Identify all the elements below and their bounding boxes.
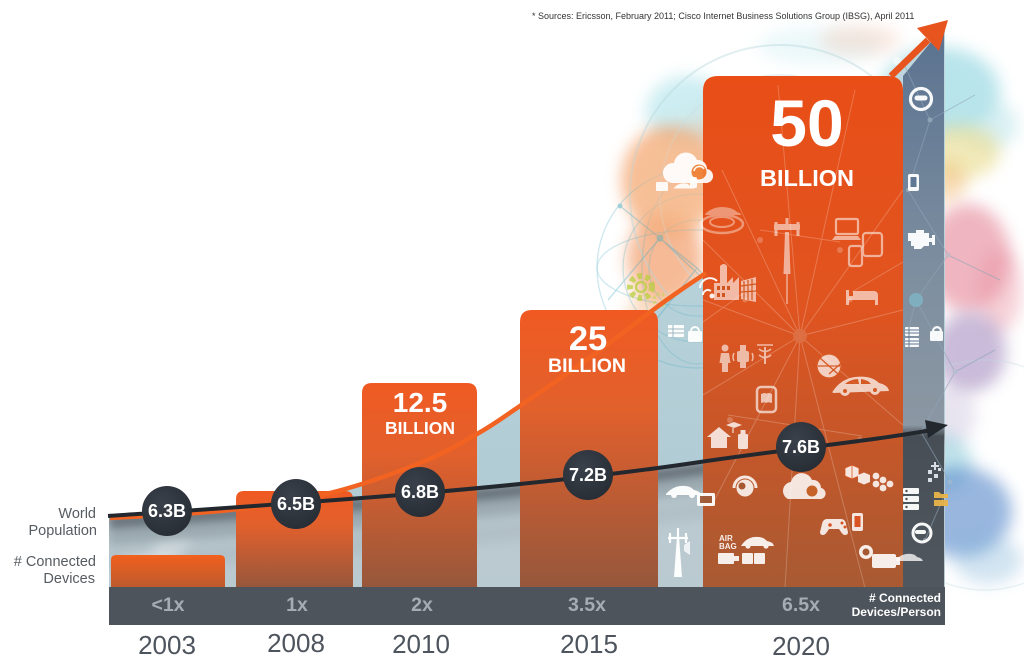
- svg-text:2x: 2x: [411, 594, 433, 616]
- svg-text:50: 50: [770, 86, 843, 160]
- svg-text:Devices/Person: Devices/Person: [852, 605, 941, 619]
- svg-text:6.5B: 6.5B: [277, 494, 315, 514]
- svg-text:25: 25: [569, 320, 607, 358]
- svg-text:2008: 2008: [267, 628, 325, 658]
- svg-text:1x: 1x: [286, 594, 308, 616]
- svg-text:BILLION: BILLION: [385, 418, 455, 438]
- svg-text:World: World: [58, 506, 96, 522]
- svg-text:<1x: <1x: [151, 594, 184, 616]
- svg-text:* Sources: Ericsson, February: * Sources: Ericsson, February 2011; Cisc…: [532, 11, 914, 21]
- svg-text:12.5: 12.5: [393, 387, 448, 418]
- svg-text:6.5x: 6.5x: [782, 594, 820, 616]
- svg-text:# Connected: # Connected: [869, 591, 941, 605]
- svg-text:BAG: BAG: [719, 542, 737, 551]
- svg-text:6.3B: 6.3B: [148, 501, 186, 521]
- svg-text:# Connected: # Connected: [14, 554, 96, 570]
- svg-text:Devices: Devices: [43, 571, 95, 587]
- svg-text:AIR: AIR: [719, 534, 733, 543]
- svg-text:2003: 2003: [138, 630, 196, 660]
- svg-text:2015: 2015: [560, 629, 618, 659]
- svg-text:Population: Population: [28, 523, 97, 539]
- svg-text:2010: 2010: [392, 629, 450, 659]
- svg-text:3.5x: 3.5x: [568, 594, 606, 616]
- svg-text:BILLION: BILLION: [760, 165, 854, 191]
- svg-text:7.2B: 7.2B: [569, 465, 607, 485]
- svg-text:BILLION: BILLION: [548, 355, 626, 377]
- svg-text:6.8B: 6.8B: [401, 482, 439, 502]
- svg-text:7.6B: 7.6B: [782, 437, 820, 457]
- svg-text:2020: 2020: [772, 631, 830, 661]
